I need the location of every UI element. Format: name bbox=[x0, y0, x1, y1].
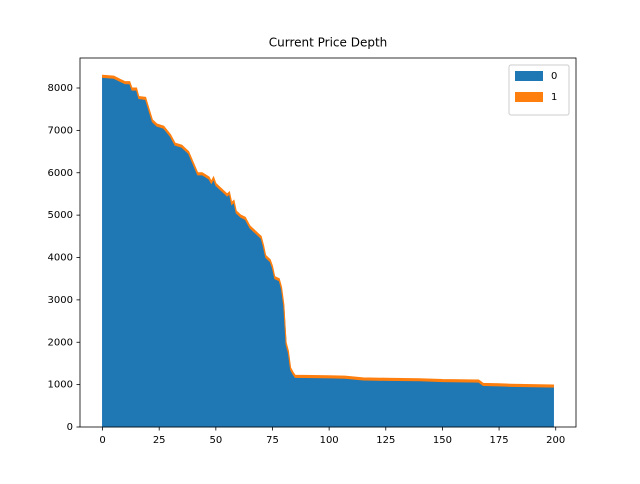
y-tick-label: 7000 bbox=[48, 125, 73, 136]
y-tick-label: 1000 bbox=[48, 380, 73, 391]
y-tick-label: 3000 bbox=[48, 295, 73, 306]
x-tick-label: 200 bbox=[546, 435, 565, 446]
plot-frame bbox=[79, 57, 577, 428]
x-tick-label: 50 bbox=[209, 435, 222, 446]
x-tick-label: 0 bbox=[99, 435, 105, 446]
legend-label: 1 bbox=[551, 92, 557, 103]
x-tick-label: 150 bbox=[433, 435, 452, 446]
x-tick-label: 175 bbox=[490, 435, 509, 446]
area bbox=[102, 74, 554, 388]
y-tick-label: 6000 bbox=[48, 168, 73, 179]
legend-swatch bbox=[515, 71, 543, 81]
x-tick-label: 75 bbox=[266, 435, 279, 446]
x-tick-label: 100 bbox=[320, 435, 339, 446]
legend-swatch bbox=[515, 92, 543, 102]
y-tick-label: 0 bbox=[67, 422, 73, 433]
y-tick-label: 8000 bbox=[48, 83, 73, 94]
x-tick-label: 125 bbox=[376, 435, 395, 446]
chart-title: Current Price Depth bbox=[269, 36, 388, 50]
y-tick-label: 5000 bbox=[48, 210, 73, 221]
x-tick-label: 25 bbox=[153, 435, 166, 446]
y-tick-label: 4000 bbox=[48, 253, 73, 264]
y-tick-label: 2000 bbox=[48, 337, 73, 348]
legend-label: 0 bbox=[551, 71, 557, 82]
